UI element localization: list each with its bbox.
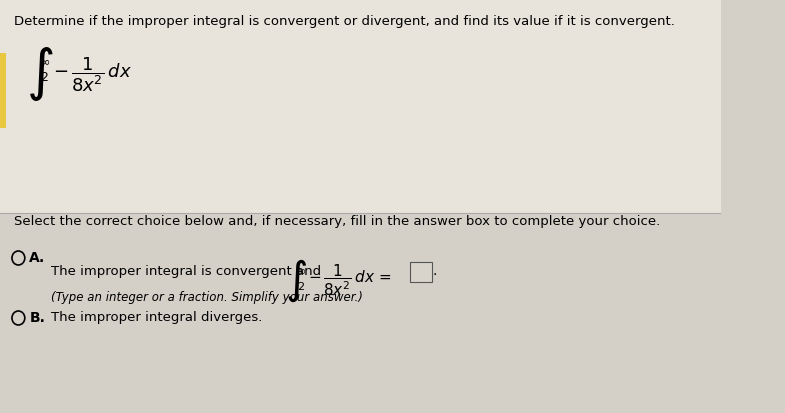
- Text: $\int$: $\int$: [26, 45, 53, 103]
- Text: $\int$: $\int$: [285, 258, 307, 304]
- Text: The improper integral diverges.: The improper integral diverges.: [50, 311, 262, 324]
- Text: The improper integral is convergent and: The improper integral is convergent and: [50, 265, 320, 278]
- Text: Determine if the improper integral is convergent or divergent, and find its valu: Determine if the improper integral is co…: [14, 15, 674, 28]
- Text: $2$: $2$: [297, 280, 305, 292]
- Text: Select the correct choice below and, if necessary, fill in the answer box to com: Select the correct choice below and, if …: [14, 215, 660, 228]
- FancyBboxPatch shape: [0, 213, 721, 413]
- Text: A.: A.: [29, 251, 46, 265]
- FancyBboxPatch shape: [0, 0, 721, 213]
- Text: $\infty$: $\infty$: [38, 55, 49, 68]
- FancyBboxPatch shape: [0, 53, 5, 128]
- Text: B.: B.: [29, 311, 46, 325]
- Text: $2$: $2$: [40, 71, 49, 84]
- Text: (Type an integer or a fraction. Simplify your answer.): (Type an integer or a fraction. Simplify…: [50, 291, 363, 304]
- Text: $-\,\dfrac{1}{8x^2}\,dx\,=$: $-\,\dfrac{1}{8x^2}\,dx\,=$: [308, 263, 391, 299]
- Text: $-\,\dfrac{1}{8x^2}\,dx$: $-\,\dfrac{1}{8x^2}\,dx$: [53, 55, 132, 94]
- Text: .: .: [433, 264, 437, 278]
- Text: $\infty$: $\infty$: [296, 266, 305, 276]
- FancyBboxPatch shape: [410, 262, 432, 282]
